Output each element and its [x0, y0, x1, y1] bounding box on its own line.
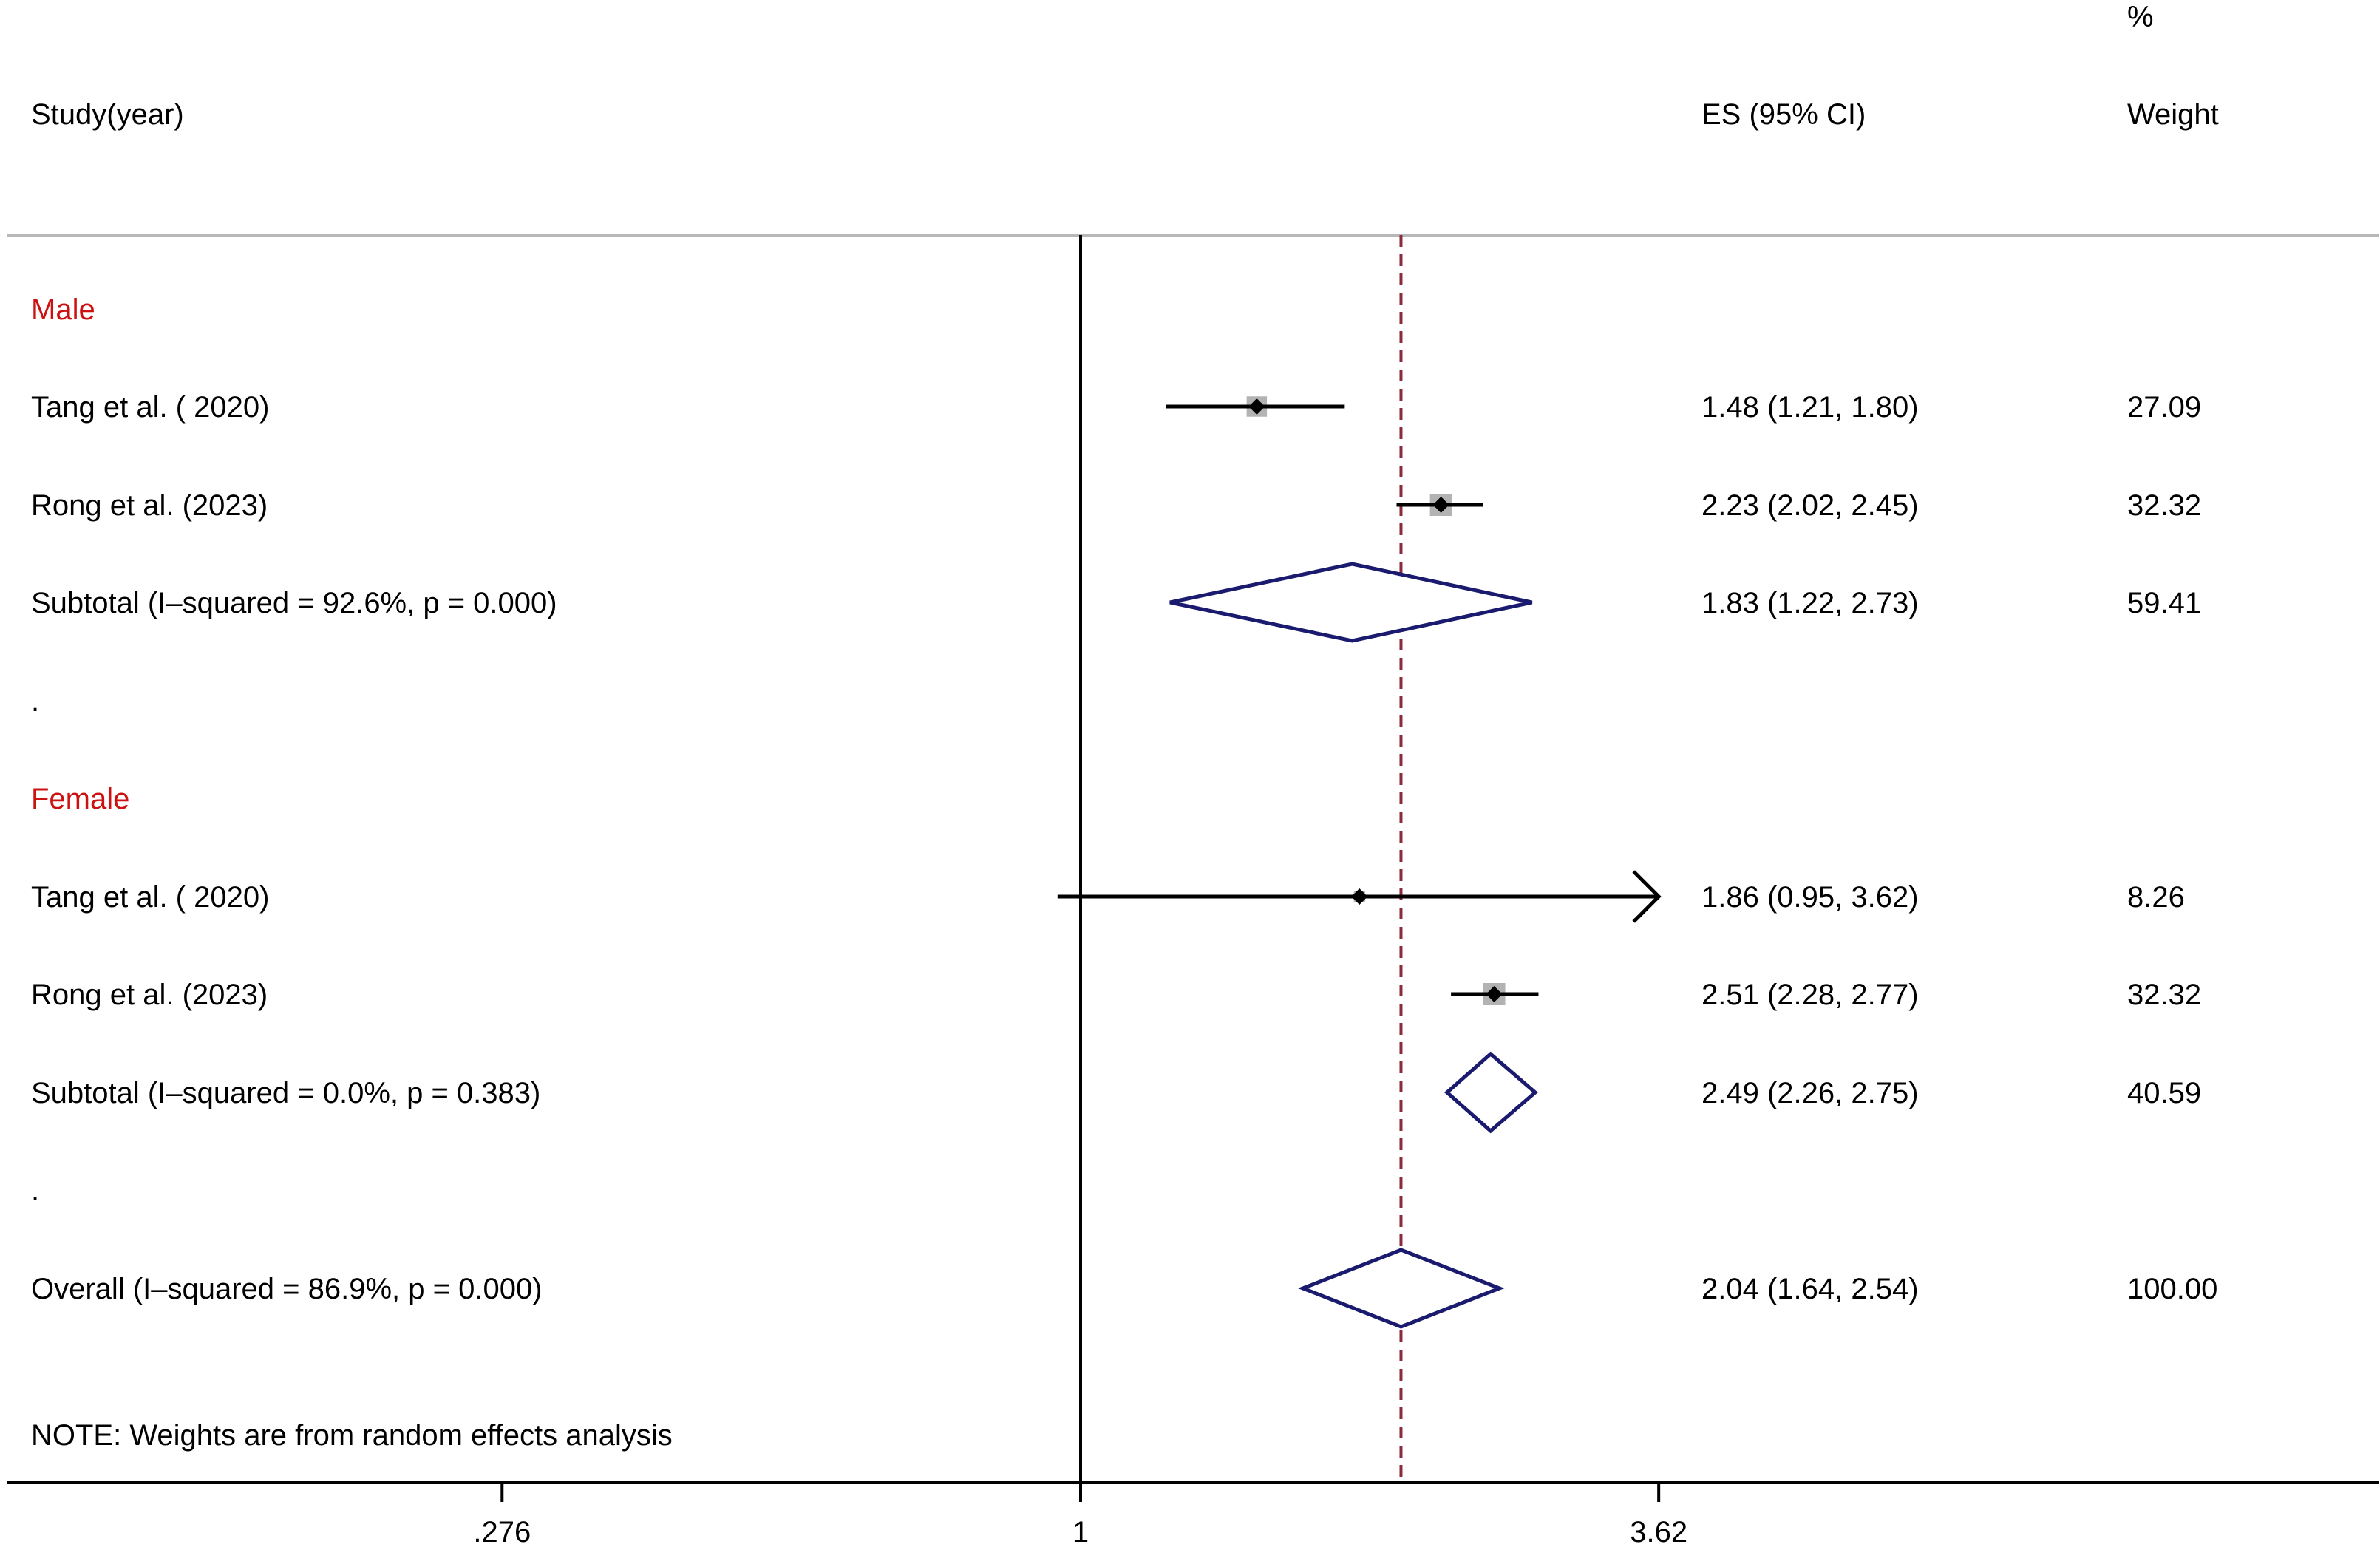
row-label: . — [31, 1174, 39, 1207]
row-weight: 8.26 — [2127, 881, 2185, 914]
row-label: Rong et al. (2023) — [31, 979, 268, 1011]
x-tick-label: 1 — [1072, 1516, 1089, 1547]
footnote: NOTE: Weights are from random effects an… — [31, 1419, 673, 1452]
row-label: Overall (I–squared = 86.9%, p = 0.000) — [31, 1273, 543, 1305]
subtotal-diamond — [1444, 1051, 1538, 1134]
row-weight: 40.59 — [2127, 1077, 2201, 1109]
forest-row-spacer: . — [31, 1174, 39, 1207]
row-weight: 32.32 — [2127, 489, 2201, 522]
row-effect-size: 2.23 (2.02, 2.45) — [1701, 489, 1919, 522]
row-effect-size: 1.48 (1.21, 1.80) — [1701, 391, 1919, 424]
study-point-estimate — [1351, 888, 1368, 905]
row-label: Rong et al. (2023) — [31, 489, 268, 522]
subtotal-diamond — [1169, 562, 1533, 643]
row-label: Subtotal (I–squared = 92.6%, p = 0.000) — [31, 587, 557, 619]
overall-diamond — [1297, 1248, 1505, 1329]
forest-row-overall: Overall (I–squared = 86.9%, p = 0.000) 2.… — [31, 1248, 2217, 1329]
x-tick-label: .276 — [473, 1516, 531, 1547]
forest-row-group: Female — [31, 783, 129, 815]
row-effect-size: 1.83 (1.22, 2.73) — [1701, 587, 1919, 619]
row-weight: 59.41 — [2127, 587, 2201, 619]
forest-row-study: Tang et al. ( 2020) 1.48 (1.21, 1.80) 27.0… — [31, 391, 2201, 424]
forest-row-study: Tang et al. ( 2020) 1.86 (0.95, 3.62) 8.26 — [31, 870, 2185, 923]
forest-row-group: Male — [31, 293, 95, 326]
row-effect-size: 2.51 (2.28, 2.77) — [1701, 979, 1919, 1011]
header-weight-percent: % — [2127, 1, 2154, 33]
row-label: Subtotal (I–squared = 0.0%, p = 0.383) — [31, 1077, 540, 1109]
forest-row-study: Rong et al. (2023) 2.23 (2.02, 2.45) 32.32 — [31, 489, 2201, 522]
row-weight: 32.32 — [2127, 979, 2201, 1011]
row-effect-size: 1.86 (0.95, 3.62) — [1701, 881, 1919, 914]
x-tick-label: 3.62 — [1630, 1516, 1687, 1547]
study-point-estimate — [1432, 497, 1449, 513]
row-weight: 100.00 — [2127, 1273, 2217, 1305]
forest-row-subtotal: Subtotal (I–squared = 92.6%, p = 0.000) 1… — [31, 562, 2201, 643]
row-effect-size: 2.49 (2.26, 2.75) — [1701, 1077, 1919, 1109]
row-label: Tang et al. ( 2020) — [31, 391, 269, 424]
header-weight: Weight — [2127, 98, 2219, 131]
row-label: Female — [31, 783, 129, 815]
row-weight: 27.09 — [2127, 391, 2201, 424]
forest-row-subtotal: Subtotal (I–squared = 0.0%, p = 0.383) 2.… — [31, 1051, 2201, 1134]
row-label: Male — [31, 293, 95, 326]
row-effect-size: 2.04 (1.64, 2.54) — [1701, 1273, 1919, 1305]
forest-row-spacer: . — [31, 685, 39, 718]
header-es: ES (95% CI) — [1701, 98, 1866, 131]
forest-row-study: Rong et al. (2023) 2.51 (2.28, 2.77) 32.32 — [31, 979, 2201, 1011]
ci-arrow-right — [1632, 870, 1662, 923]
row-label: . — [31, 685, 39, 718]
study-point-estimate — [1486, 986, 1503, 1002]
row-label: Tang et al. ( 2020) — [31, 881, 269, 914]
header-study: Study(year) — [31, 98, 184, 131]
study-point-estimate — [1248, 398, 1265, 415]
